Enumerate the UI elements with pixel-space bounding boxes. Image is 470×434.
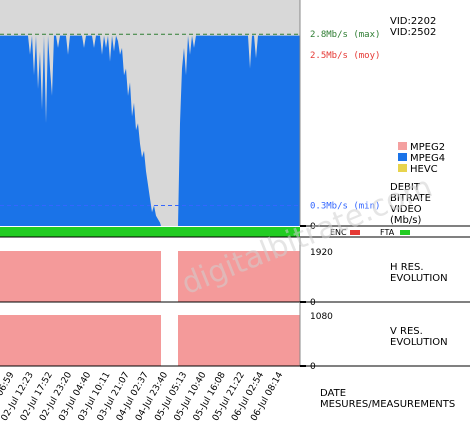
enc-label: ENC	[330, 228, 347, 237]
max-bitrate-label: 2.8Mb/s (max)	[310, 30, 380, 40]
bitrate-zero-label: 0	[310, 222, 316, 232]
h-res-value-label: 1920	[310, 248, 333, 258]
v-res-title-line-1: V RES.	[390, 326, 423, 337]
legend-label-mpeg4: MPEG4	[410, 153, 445, 164]
v-res-title-line-2: EVOLUTION	[390, 337, 448, 348]
vid-label-1: VID:2202	[390, 16, 436, 27]
legend-label-mpeg2: MPEG2	[410, 142, 445, 153]
avg-bitrate-label: 2.5Mb/s (moy)	[310, 51, 380, 61]
h-res-area-after-gap	[178, 251, 300, 302]
legend-label-hevc: HEVC	[410, 164, 438, 175]
h-res-title-line-1: H RES.	[390, 262, 424, 273]
x-axis-label-line-1: DATE	[320, 388, 346, 399]
bitrate-area-mpeg4	[0, 35, 300, 226]
h-res-title-line-2: EVOLUTION	[390, 273, 448, 284]
legend-swatch-mpeg2	[398, 142, 407, 150]
v-res-zero-label: 0	[310, 362, 316, 372]
bitrate-unit-line-2: BITRATE	[390, 193, 431, 204]
fta-status-strip	[0, 227, 300, 237]
vid-label-2: VID:2502	[390, 27, 436, 38]
v-res-area-before-gap	[0, 315, 161, 366]
fta-swatch	[400, 230, 410, 235]
bitrate-unit-line-4: (Mb/s)	[390, 215, 421, 226]
bitrate-unit-line-3: VIDEO	[390, 204, 422, 215]
fta-label: FTA	[380, 228, 395, 237]
v-res-value-label: 1080	[310, 312, 333, 322]
legend-swatch-mpeg4	[398, 153, 407, 161]
x-axis-label-line-2: MESURES/MEASUREMENTS	[320, 399, 455, 410]
enc-swatch	[350, 230, 360, 235]
bitrate-unit-line-1: DEBIT	[390, 182, 421, 193]
min-bitrate-label: 0.3Mb/s (min)	[310, 201, 380, 211]
legend-swatch-hevc	[398, 164, 407, 172]
v-res-area-after-gap	[178, 315, 300, 366]
h-res-area-before-gap	[0, 251, 161, 302]
h-res-zero-label: 0	[310, 298, 316, 308]
codec-legend: MPEG2 MPEG4 HEVC	[398, 142, 445, 175]
